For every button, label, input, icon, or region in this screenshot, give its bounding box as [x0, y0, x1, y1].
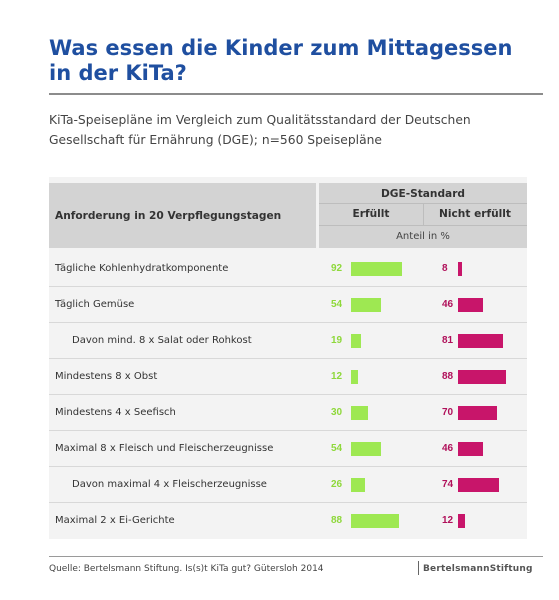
not-met-bar	[458, 370, 506, 384]
not-met-bar	[458, 334, 503, 348]
met-bar	[351, 334, 361, 348]
met-bar	[351, 262, 402, 276]
met-value-label: 19	[331, 335, 343, 346]
brand-separator	[418, 561, 419, 575]
subtitle: KiTa-Speisepläne im Vergleich zum Qualit…	[49, 113, 471, 147]
not-met-value-label: 12	[442, 515, 454, 526]
table-row: Täglich Gemüse 54 46	[49, 287, 527, 323]
header-column-divider	[423, 203, 424, 225]
title-divider	[49, 93, 543, 95]
unit-label: Anteil in %	[396, 231, 450, 242]
met-bar	[351, 406, 368, 420]
not-met-value-label: 70	[442, 407, 454, 418]
not-met-value-label: 81	[442, 335, 454, 346]
met-bar	[351, 478, 365, 492]
not-met-bar	[458, 406, 497, 420]
row-label: Maximal 8 x Fleisch und Fleischerzeugnis…	[55, 443, 274, 454]
table-row: Davon mind. 8 x Salat oder Rohkost 19 81	[49, 323, 527, 359]
not-met-bar	[458, 478, 499, 492]
met-value-label: 12	[331, 371, 343, 382]
row-label: Tägliche Kohlenhydratkomponente	[55, 263, 229, 274]
not-met-value-label: 8	[442, 263, 448, 274]
brand-logo: BertelsmannStiftung	[423, 564, 533, 574]
row-label: Maximal 2 x Ei-Gerichte	[55, 515, 175, 526]
met-bar	[351, 442, 381, 456]
dge-standard-label: DGE-Standard	[380, 188, 466, 200]
table-row: Mindestens 8 x Obst 12 88	[49, 359, 527, 395]
not-met-value-label: 88	[442, 371, 454, 382]
not-met-bar	[458, 514, 465, 528]
page-title: Was essen die Kinder zum Mittagessen in …	[49, 36, 513, 85]
row-label: Davon mind. 8 x Salat oder Rohkost	[72, 335, 252, 346]
row-label: Täglich Gemüse	[55, 299, 135, 310]
row-label: Davon maximal 4 x Fleischerzeugnisse	[72, 479, 267, 490]
met-value-label: 92	[331, 263, 343, 274]
not-met-value-label: 74	[442, 479, 454, 490]
met-bar	[351, 514, 399, 528]
met-value-label: 88	[331, 515, 343, 526]
met-value-label: 26	[331, 479, 343, 490]
table-row: Tägliche Kohlenhydratkomponente 92 8	[49, 251, 527, 287]
table-row: Maximal 2 x Ei-Gerichte 88 12	[49, 503, 527, 538]
row-label: Mindestens 8 x Obst	[55, 371, 158, 382]
requirement-header: Anforderung in 20 Verpflegungstagen	[49, 183, 316, 248]
not-met-bar	[458, 298, 483, 312]
table-row: Mindestens 4 x Seefisch 30 70	[49, 395, 527, 431]
header-divider-2	[319, 225, 527, 226]
not-met-bar	[458, 262, 462, 276]
source-note: Quelle: Bertelsmann Stiftung. Is(s)t KiT…	[49, 564, 324, 574]
met-bar	[351, 298, 381, 312]
table-row: Davon maximal 4 x Fleischerzeugnisse 26 74	[49, 467, 527, 503]
met-value-label: 54	[331, 299, 343, 310]
row-label: Mindestens 4 x Seefisch	[55, 407, 176, 418]
met-value-label: 54	[331, 443, 343, 454]
not-met-column-label: Nicht erfüllt	[439, 208, 511, 220]
not-met-value-label: 46	[442, 299, 454, 310]
met-value-label: 30	[331, 407, 343, 418]
met-column-label: Erfüllt	[352, 208, 390, 220]
met-bar	[351, 370, 358, 384]
table-row: Maximal 8 x Fleisch und Fleischerzeugnis…	[49, 431, 527, 467]
requirement-header-label: Anforderung in 20 Verpflegungstagen	[55, 209, 282, 222]
not-met-bar	[458, 442, 483, 456]
footer-divider	[49, 556, 543, 557]
data-rows: Tägliche Kohlenhydratkomponente 92 8 Täglic…	[49, 251, 527, 538]
not-met-value-label: 46	[442, 443, 454, 454]
